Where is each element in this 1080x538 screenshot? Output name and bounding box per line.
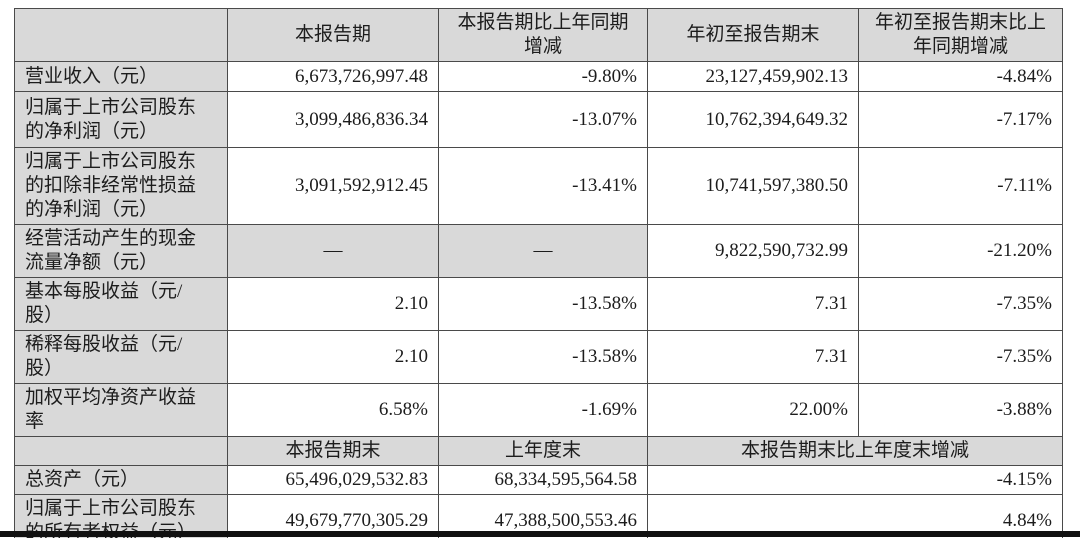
col-header-ytd: 年初至报告期末 bbox=[647, 8, 859, 62]
net-profit-label: 归属于上市公司股东 的净利润（元） bbox=[14, 91, 228, 148]
col-header-prior-year-end: 上年度末 bbox=[438, 436, 648, 466]
revenue-current-value: 6,673,726,997.48 bbox=[227, 61, 439, 92]
diluted-eps-current-value: 2.10 bbox=[227, 330, 439, 384]
revenue-yoy-change: -9.80% bbox=[438, 61, 648, 92]
corner-cell-2 bbox=[14, 436, 228, 466]
total-assets-change: -4.15% bbox=[647, 465, 1063, 495]
total-assets-label: 总资产（元） bbox=[14, 465, 228, 495]
operating-cash-flow-yoy-change: — bbox=[438, 224, 648, 278]
financial-summary-table: 本报告期 本报告期比上年同期 增减 年初至报告期末 年初至报告期末比上 年同期增… bbox=[14, 8, 1063, 538]
col-header-period-end: 本报告期末 bbox=[227, 436, 439, 466]
net-profit-excl-label: 归属于上市公司股东 的扣除非经常性损益 的净利润（元） bbox=[14, 147, 228, 225]
operating-cash-flow-label: 经营活动产生的现金 流量净额（元） bbox=[14, 224, 228, 278]
weighted-avg-roe-label: 加权平均净资产收益 率 bbox=[14, 383, 228, 437]
basic-eps-yoy-change: -13.58% bbox=[438, 277, 648, 331]
operating-cash-flow-ytd-value: 9,822,590,732.99 bbox=[647, 224, 859, 278]
revenue-ytd-yoy-change: -4.84% bbox=[858, 61, 1063, 92]
row-equity: 归属于上市公司股东 的所有者权益（元） 49,679,770,305.29 47… bbox=[14, 494, 1063, 538]
diluted-eps-ytd-value: 7.31 bbox=[647, 330, 859, 384]
equity-change: 4.84% bbox=[647, 494, 1063, 538]
basic-eps-ytd-yoy-change: -7.35% bbox=[858, 277, 1063, 331]
revenue-label: 营业收入（元） bbox=[14, 61, 228, 92]
row-basic-eps: 基本每股收益（元/ 股） 2.10 -13.58% 7.31 -7.35% bbox=[14, 277, 1063, 331]
net-profit-yoy-change: -13.07% bbox=[438, 91, 648, 148]
operating-cash-flow-current-value: — bbox=[227, 224, 439, 278]
basic-eps-ytd-value: 7.31 bbox=[647, 277, 859, 331]
col-header-end-vs-prior-year-end: 本报告期末比上年度末增减 bbox=[647, 436, 1063, 466]
weighted-avg-roe-ytd-value: 22.00% bbox=[647, 383, 859, 437]
row-diluted-eps: 稀释每股收益（元/ 股） 2.10 -13.58% 7.31 -7.35% bbox=[14, 330, 1063, 384]
net-profit-excl-yoy-change: -13.41% bbox=[438, 147, 648, 225]
basic-eps-current-value: 2.10 bbox=[227, 277, 439, 331]
bottom-divider-bar bbox=[0, 531, 1080, 537]
net-profit-ytd-value: 10,762,394,649.32 bbox=[647, 91, 859, 148]
net-profit-excl-ytd-yoy-change: -7.11% bbox=[858, 147, 1063, 225]
row-operating-cash-flow: 经营活动产生的现金 流量净额（元） — — 9,822,590,732.99 -… bbox=[14, 224, 1063, 278]
total-assets-period-end-value: 65,496,029,532.83 bbox=[227, 465, 439, 495]
diluted-eps-yoy-change: -13.58% bbox=[438, 330, 648, 384]
operating-cash-flow-ytd-yoy-change: -21.20% bbox=[858, 224, 1063, 278]
weighted-avg-roe-yoy-change: -1.69% bbox=[438, 383, 648, 437]
row-weighted-avg-roe: 加权平均净资产收益 率 6.58% -1.69% 22.00% -3.88% bbox=[14, 383, 1063, 437]
table-header-row-1: 本报告期 本报告期比上年同期 增减 年初至报告期末 年初至报告期末比上 年同期增… bbox=[14, 8, 1063, 62]
basic-eps-label: 基本每股收益（元/ 股） bbox=[14, 277, 228, 331]
diluted-eps-ytd-yoy-change: -7.35% bbox=[858, 330, 1063, 384]
corner-cell bbox=[14, 8, 228, 62]
weighted-avg-roe-ytd-yoy-change: -3.88% bbox=[858, 383, 1063, 437]
row-net-profit: 归属于上市公司股东 的净利润（元） 3,099,486,836.34 -13.0… bbox=[14, 91, 1063, 148]
row-net-profit-excl-nonrecurring: 归属于上市公司股东 的扣除非经常性损益 的净利润（元） 3,091,592,91… bbox=[14, 147, 1063, 225]
col-header-current-period: 本报告期 bbox=[227, 8, 439, 62]
row-total-assets: 总资产（元） 65,496,029,532.83 68,334,595,564.… bbox=[14, 465, 1063, 495]
net-profit-current-value: 3,099,486,836.34 bbox=[227, 91, 439, 148]
net-profit-excl-ytd-value: 10,741,597,380.50 bbox=[647, 147, 859, 225]
table-header-row-2: 本报告期末 上年度末 本报告期末比上年度末增减 bbox=[14, 436, 1063, 466]
col-header-ytd-vs-prior-yoy: 年初至报告期末比上 年同期增减 bbox=[858, 8, 1063, 62]
net-profit-ytd-yoy-change: -7.17% bbox=[858, 91, 1063, 148]
equity-prior-year-end-value: 47,388,500,553.46 bbox=[438, 494, 648, 538]
row-revenue: 营业收入（元） 6,673,726,997.48 -9.80% 23,127,4… bbox=[14, 61, 1063, 92]
equity-period-end-value: 49,679,770,305.29 bbox=[227, 494, 439, 538]
net-profit-excl-current-value: 3,091,592,912.45 bbox=[227, 147, 439, 225]
revenue-ytd-value: 23,127,459,902.13 bbox=[647, 61, 859, 92]
total-assets-prior-year-end-value: 68,334,595,564.58 bbox=[438, 465, 648, 495]
col-header-current-vs-prior-yoy: 本报告期比上年同期 增减 bbox=[438, 8, 648, 62]
weighted-avg-roe-current-value: 6.58% bbox=[227, 383, 439, 437]
diluted-eps-label: 稀释每股收益（元/ 股） bbox=[14, 330, 228, 384]
